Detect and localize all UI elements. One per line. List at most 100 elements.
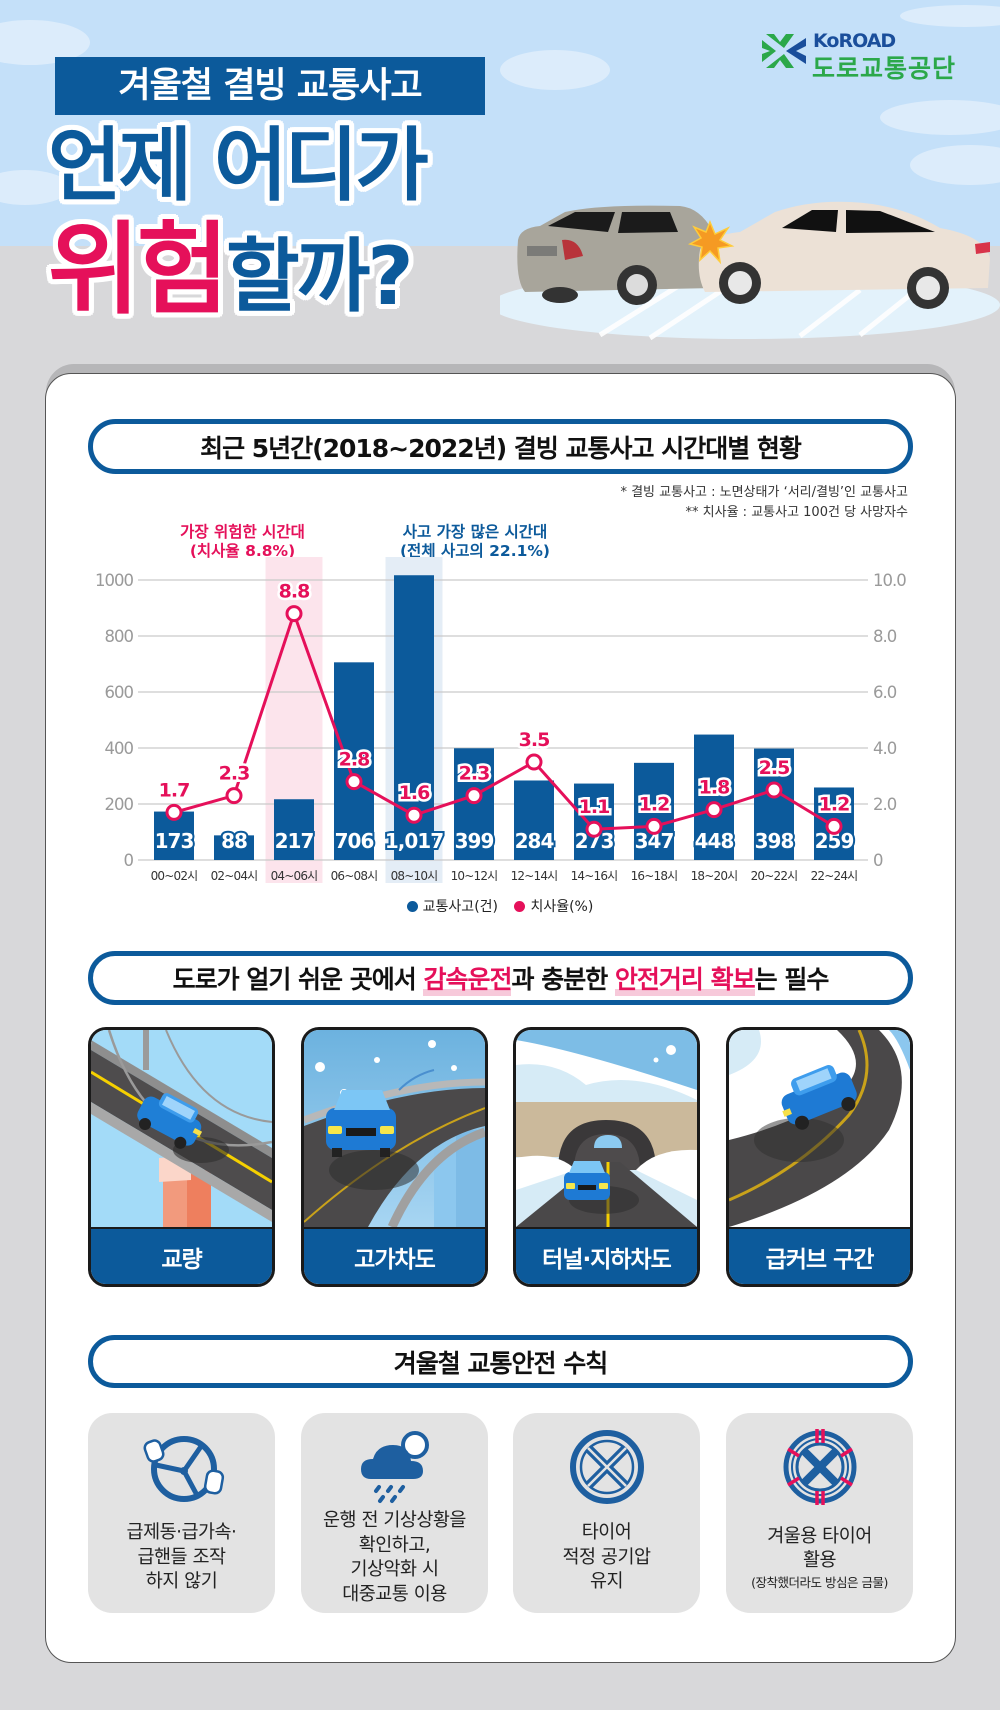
tip-line: 확인하고, <box>358 1534 431 1556</box>
legend-dot-icon <box>406 900 418 912</box>
tip-card-tire-pressure: 타이어 적정 공기압 유지 <box>513 1413 700 1613</box>
cloud-icon <box>0 170 70 205</box>
y-right-tick-label: 6.0 <box>873 683 897 702</box>
tips-section-heading: 겨울철 교통안전 수칙 <box>88 1335 913 1388</box>
location-card-sharp-curve: 급커브 구간 <box>726 1027 913 1287</box>
tip-line: 기상악화 시 <box>350 1559 439 1580</box>
annotation-detail: (전체 사고의 22.1%) <box>399 542 551 560</box>
tip-line: 운행 전 기상상황을 <box>323 1510 466 1531</box>
koroad-logo: KoROAD 도로교통공단 <box>760 28 975 83</box>
y-left-tick-label: 400 <box>105 739 134 758</box>
x-tick-label: 02~04시 <box>211 869 258 883</box>
annotation-title: 가장 위험한 시간대 <box>180 523 305 541</box>
chart-footnotes: * 결빙 교통사고 : 노면상태가 ‘서리/결빙’인 교통사고 ** 치사율 :… <box>620 483 908 523</box>
rate-value-label: 2.5 <box>759 757 790 779</box>
bar-value-label: 448 <box>695 829 734 853</box>
chart-legend: 교통사고(건) 치사율(%) <box>0 896 1000 916</box>
legend-label: 치사율(%) <box>530 899 594 915</box>
rate-marker <box>585 820 603 838</box>
logo-en-text: KoROAD <box>813 30 896 52</box>
x-tick-label: 22~24시 <box>811 869 858 883</box>
tip-text: 급제동·급가속· 급핸들 조작 하지 않기 <box>88 1509 275 1607</box>
heading-highlight-safe-distance: 안전거리 확보 <box>614 960 756 996</box>
tip-line: 활용 <box>802 1550 837 1571</box>
rate-marker <box>645 817 663 835</box>
heading-highlight-slow-driving: 감속운전 <box>423 960 512 996</box>
annotation-title: 사고 가장 많은 시간대 <box>402 523 548 541</box>
white-car-icon <box>698 201 990 309</box>
bar-6 <box>514 780 554 860</box>
tip-line: 겨울용 타이어 <box>767 1525 872 1547</box>
bar-value-label: 706 <box>335 829 374 853</box>
rate-value-label: 2.8 <box>339 749 370 771</box>
winter-tire-icon <box>783 1429 857 1505</box>
location-label: 고가차도 <box>304 1227 485 1284</box>
headline-rest: 할까? <box>226 230 414 323</box>
tip-card-weather: 운행 전 기상상황을 확인하고, 기상악화 시 대중교통 이용 <box>301 1413 488 1613</box>
rate-value-label: 1.1 <box>579 796 610 818</box>
title-tag: 겨울철 결빙 교통사고 <box>55 57 485 115</box>
y-right-tick-label: 0 <box>873 851 883 870</box>
x-tick-label: 04~06시 <box>271 869 318 883</box>
rate-value-label: 3.5 <box>519 729 550 751</box>
rate-marker <box>765 781 783 799</box>
bar-value-label: 173 <box>155 829 194 853</box>
headline-line1: 언제 어디가 <box>48 119 429 212</box>
location-label: 터널·지하차도 <box>516 1227 697 1284</box>
bar-9 <box>694 734 734 860</box>
annotation-most-dangerous: 가장 위험한 시간대 (치사율 8.8%) <box>160 523 325 561</box>
rate-marker <box>525 753 543 771</box>
accidents-by-time-chart: 0 0 200 2.0 400 4.0 600 6.0 800 8.0 1000 10.0 00~02시… <box>95 557 907 883</box>
annotation-detail: (치사율 8.8%) <box>189 542 296 560</box>
footnote-fatality-definition: ** 치사율 : 교통사고 100건 당 사망자수 <box>685 505 908 520</box>
tip-line: 급제동·급가속· <box>126 1522 237 1544</box>
tire-icon <box>570 1430 644 1504</box>
tip-note: (장착했더라도 방심은 금물) <box>751 1574 888 1590</box>
bar-value-label: 217 <box>275 829 314 853</box>
tip-line: 유지 <box>589 1571 624 1593</box>
rate-marker <box>405 806 423 824</box>
gray-car-icon <box>517 205 720 305</box>
bar-1 <box>214 835 254 860</box>
rate-value-label: 1.6 <box>399 782 430 804</box>
fatality-rate-line <box>173 612 835 831</box>
legend-item-fatality: 치사율(%) <box>514 896 593 916</box>
rain-cloud-moon-icon <box>361 1431 429 1503</box>
x-tick-label: 00~02시 <box>151 869 198 883</box>
location-card-tunnel: 터널·지하차도 <box>513 1027 700 1287</box>
y-left-tick-label: 0 <box>124 851 134 870</box>
x-tick-label: 10~12시 <box>451 869 498 883</box>
cloud-icon <box>910 145 1000 185</box>
x-tick-label: 16~18시 <box>631 869 678 883</box>
heading-text: 도로가 얼기 쉬운 곳에서 <box>172 965 424 994</box>
rate-value-label: 1.7 <box>159 779 190 801</box>
x-tick-label: 20~22시 <box>751 869 798 883</box>
tip-line: 하지 않기 <box>145 1571 218 1593</box>
tip-line: 적정 공기압 <box>562 1546 651 1568</box>
rate-marker <box>285 605 303 623</box>
footnote-icing-definition: * 결빙 교통사고 : 노면상태가 ‘서리/결빙’인 교통사고 <box>620 485 908 500</box>
legend-dot-icon <box>514 900 526 912</box>
x-tick-label: 06~08시 <box>331 869 378 883</box>
rate-marker <box>465 787 483 805</box>
x-tick-label: 12~14시 <box>511 869 558 883</box>
location-label: 급커브 구간 <box>729 1227 910 1284</box>
bar-2 <box>274 799 314 860</box>
y-right-tick-label: 4.0 <box>873 739 897 758</box>
tip-card-winter-tire: 겨울용 타이어 활용 (장착했더라도 방심은 금물) <box>726 1413 913 1613</box>
bar-8 <box>634 762 674 860</box>
heading-text: 과 충분한 <box>511 965 615 994</box>
tip-line: 대중교통 이용 <box>342 1583 447 1605</box>
bar-3 <box>334 662 374 860</box>
tunnel-illustration <box>516 1030 697 1227</box>
headline-highlight: 위험 <box>48 211 229 328</box>
rate-value-label: 1.2 <box>639 793 670 815</box>
bar-value-label: 273 <box>575 829 614 853</box>
rate-value-label: 2.3 <box>459 763 490 785</box>
rate-marker <box>825 817 843 835</box>
sky-background <box>0 0 1000 246</box>
bar-value-label: 398 <box>755 829 794 853</box>
y-right-tick-label: 8.0 <box>873 627 897 646</box>
bar-value-label: 1,017 <box>385 829 443 853</box>
x-tick-label: 08~10시 <box>391 869 438 883</box>
